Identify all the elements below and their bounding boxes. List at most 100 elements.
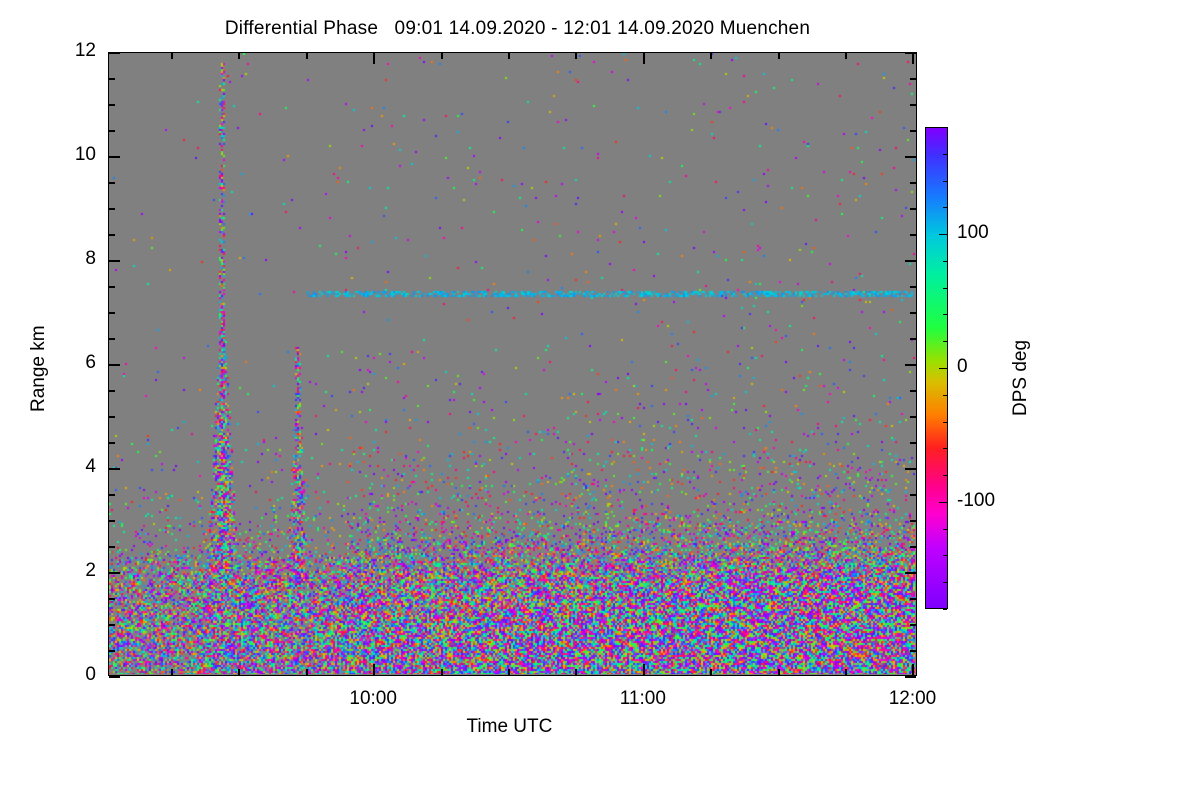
axis-tick: [943, 288, 947, 290]
y-tick-label: 4: [85, 456, 96, 477]
y-tick-label: 2: [85, 560, 96, 581]
axis-tick: [373, 664, 375, 675]
axis-tick: [910, 182, 916, 184]
axis-tick: [910, 520, 916, 522]
axis-tick: [943, 314, 947, 316]
axis-tick: [939, 368, 947, 370]
colorbar-tick-label: -100: [957, 489, 996, 511]
axis-tick: [910, 598, 916, 600]
axis-tick: [643, 53, 645, 64]
axis-tick: [778, 53, 780, 59]
axis-tick: [710, 53, 712, 59]
axis-tick: [778, 669, 780, 675]
x-tick-label: 10:00: [349, 688, 397, 709]
axis-tick: [109, 338, 115, 340]
axis-tick: [943, 609, 947, 611]
axis-tick: [109, 156, 120, 158]
axis-tick: [109, 546, 115, 548]
axis-tick: [171, 669, 173, 675]
axis-tick: [905, 260, 916, 262]
axis-tick: [109, 494, 115, 496]
colorbar: [925, 127, 948, 609]
y-tick-label: 12: [74, 40, 96, 61]
axis-tick: [845, 53, 847, 59]
axis-tick: [109, 104, 115, 106]
axis-tick: [508, 53, 510, 59]
axis-tick: [109, 234, 115, 236]
axis-tick: [905, 156, 916, 158]
axis-tick: [910, 650, 916, 652]
axis-tick: [109, 364, 120, 366]
axis-tick: [943, 475, 947, 477]
plot-area: [108, 52, 917, 676]
axis-tick: [109, 520, 115, 522]
axis-tick: [109, 130, 115, 132]
axis-tick: [109, 598, 115, 600]
colorbar-tick-label: 0: [957, 356, 968, 377]
axis-tick: [910, 208, 916, 210]
axis-tick: [109, 468, 120, 470]
y-tick-label: 8: [85, 248, 96, 269]
axis-tick: [943, 422, 947, 424]
y-axis-title: Range km: [28, 325, 49, 412]
axis-tick: [910, 442, 916, 444]
x-tick-label: 11:00: [619, 688, 666, 709]
axis-tick: [710, 669, 712, 675]
axis-tick: [905, 468, 916, 470]
axis-tick: [910, 78, 916, 80]
chart-title: Differential Phase 09:01 14.09.2020 - 12…: [224, 18, 811, 39]
axis-tick: [373, 53, 375, 64]
colorbar-gradient: [926, 128, 947, 608]
axis-tick: [905, 572, 916, 574]
axis-tick: [939, 502, 947, 504]
axis-tick: [910, 234, 916, 236]
axis-tick: [912, 664, 914, 675]
axis-tick: [306, 669, 308, 675]
colorbar-title: DPS deg: [1010, 339, 1031, 416]
axis-tick: [943, 154, 947, 156]
axis-tick: [943, 261, 947, 263]
radar-heatmap-canvas: [109, 53, 915, 674]
axis-tick: [306, 53, 308, 59]
axis-tick: [109, 572, 120, 574]
axis-tick: [943, 341, 947, 343]
axis-tick: [910, 416, 916, 418]
axis-tick: [109, 78, 115, 80]
axis-tick: [441, 53, 443, 59]
axis-tick: [910, 130, 916, 132]
axis-tick: [943, 207, 947, 209]
y-tick-label: 0: [85, 664, 96, 685]
axis-tick: [643, 664, 645, 675]
axis-tick: [109, 650, 115, 652]
axis-tick: [910, 494, 916, 496]
axis-tick: [943, 181, 947, 183]
axis-tick: [943, 582, 947, 584]
colorbar-tick-label: 100: [957, 222, 989, 244]
axis-tick: [109, 260, 120, 262]
axis-tick: [575, 53, 577, 59]
axis-tick: [109, 624, 115, 626]
axis-tick: [109, 676, 120, 678]
axis-tick: [575, 669, 577, 675]
axis-tick: [109, 416, 115, 418]
axis-tick: [943, 448, 947, 450]
axis-tick: [238, 669, 240, 675]
y-tick-label: 6: [85, 352, 96, 373]
axis-tick: [910, 624, 916, 626]
axis-tick: [109, 442, 115, 444]
axis-tick: [109, 52, 120, 54]
x-axis-title: Time UTC: [466, 716, 553, 737]
axis-tick: [109, 208, 115, 210]
axis-tick: [943, 555, 947, 557]
y-tick-label: 10: [74, 144, 96, 165]
x-tick-label: 12:00: [888, 688, 937, 709]
axis-tick: [238, 53, 240, 59]
axis-tick: [171, 53, 173, 59]
axis-tick: [910, 546, 916, 548]
axis-tick: [910, 390, 916, 392]
axis-tick: [441, 669, 443, 675]
axis-tick: [845, 669, 847, 675]
axis-tick: [905, 52, 916, 54]
axis-tick: [109, 312, 115, 314]
